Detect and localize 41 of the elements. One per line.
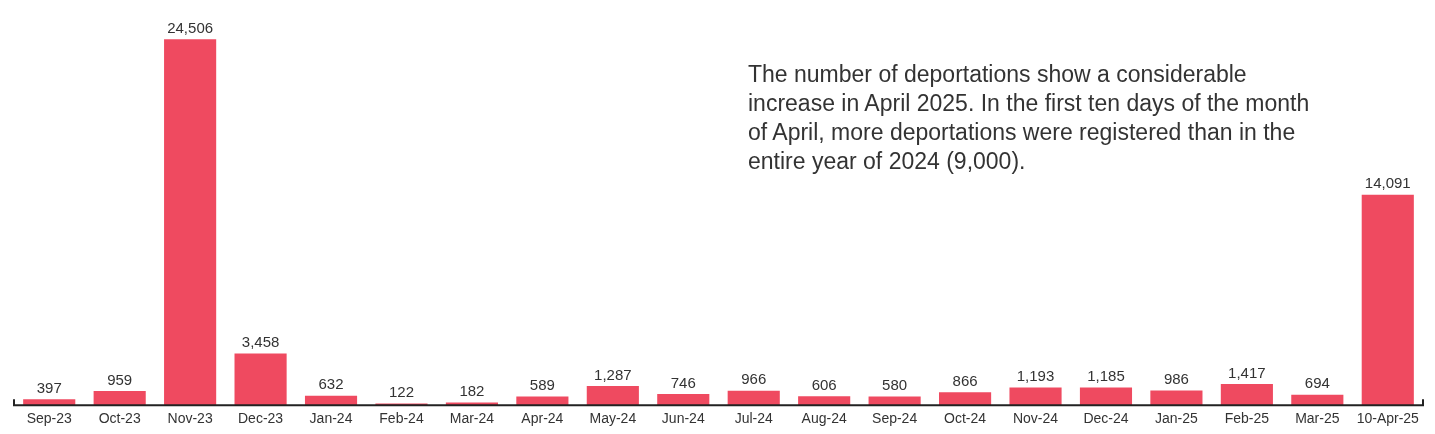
data-label: 966 [741,370,767,388]
data-label: 694 [1304,374,1330,392]
x-tick-label: Dec-24 [1083,410,1129,427]
data-label: 3,458 [241,333,280,351]
x-tick-label: Mar-25 [1295,410,1340,427]
x-tick-label: Jan-25 [1155,410,1199,427]
x-tick-label: Feb-24 [379,410,424,427]
x-tick-label: Sep-24 [872,410,918,427]
data-label: 959 [107,370,133,388]
x-tick-label: Nov-23 [167,410,213,427]
x-tick-label: Jun-24 [661,410,705,427]
x-tick-label: Oct-24 [944,410,987,427]
x-tick-label: Nov-24 [1012,410,1059,427]
x-tick-label: Dec-23 [238,410,284,427]
data-label: 986 [1163,370,1189,388]
data-label: 397 [36,378,62,396]
x-tick-label: Sep-23 [26,410,73,427]
data-label: 1,185 [1087,367,1125,385]
x-tick-label: 10-Apr-25 [1356,410,1420,427]
x-tick-label: Jan-24 [309,410,353,427]
x-tick-label: Aug-24 [801,410,847,427]
data-label: 14,091 [1364,174,1411,192]
data-label: 182 [459,382,485,400]
data-label: 746 [670,373,696,391]
x-tick-label: Oct-23 [98,410,141,427]
data-label: 24,506 [167,19,214,37]
x-tick-label: Feb-25 [1224,410,1270,427]
data-label: 866 [952,371,978,389]
data-label: 589 [529,376,555,394]
data-label: 1,193 [1016,367,1055,385]
data-label: 580 [882,376,908,394]
data-label: 632 [318,375,344,393]
x-tick-label: Apr-24 [521,410,564,427]
data-label: 1,287 [594,365,632,383]
x-tick-label: May-24 [589,410,637,427]
annotation: The number of deportations show a considerable increase in April 2025. In the first ten days of the month of April, more deportations were registered than in the entire year of 2024 (9,000). [748,60,1311,176]
data-label: 1,417 [1228,363,1266,381]
x-tick-label: Mar-24 [449,410,495,427]
data-label: 606 [811,375,837,393]
x-tick-label: Jul-24 [734,410,773,427]
data-label: 122 [388,383,414,401]
